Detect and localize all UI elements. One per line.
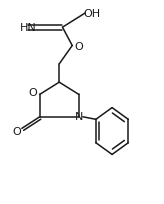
Text: OH: OH [83, 9, 100, 19]
Text: HN: HN [20, 23, 37, 33]
Text: O: O [29, 88, 38, 98]
Text: O: O [13, 127, 21, 137]
Text: N: N [75, 111, 84, 121]
Text: O: O [74, 41, 83, 51]
